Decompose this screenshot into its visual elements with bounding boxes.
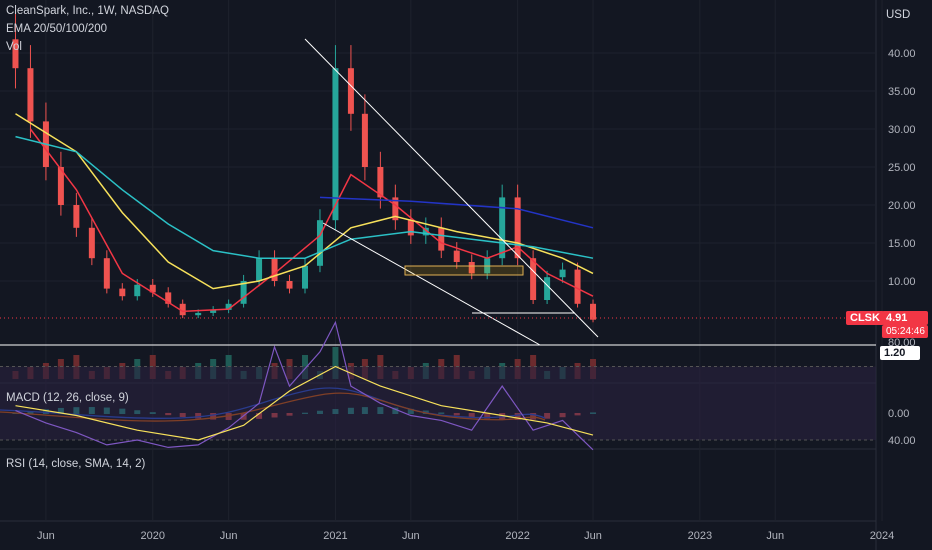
rsi-sma-line (15, 365, 594, 441)
candle-body (210, 309, 217, 313)
candle-body (103, 258, 110, 289)
candle-body (438, 227, 445, 251)
candle-body (73, 205, 80, 228)
candle-body (240, 281, 247, 304)
candle-body (195, 312, 202, 316)
horizontal-line-label: 1.20 (880, 346, 920, 360)
symbol-title[interactable]: CleanSpark, Inc., 1W, NASDAQ (6, 5, 169, 17)
candles (12, 13, 597, 323)
candle-body (301, 265, 308, 289)
candle-body (165, 292, 172, 304)
candle-body (271, 258, 278, 281)
candle-body (514, 197, 521, 259)
time-tick-label: 2023 (688, 530, 712, 542)
ema-line-ema20 (29, 128, 594, 313)
rsi-line (15, 320, 594, 451)
candle-body (119, 288, 126, 297)
bar-countdown: 05:24:46 (882, 325, 928, 338)
time-tick-label: 2022 (505, 530, 529, 542)
macd-tick-label: 0.00 (888, 408, 909, 420)
price-tick-label: 35.00 (888, 86, 916, 98)
ema-legend[interactable]: EMA 20/50/100/200 (6, 23, 108, 35)
candle-body (57, 167, 64, 205)
candle-body (407, 220, 414, 236)
ema-line-ema200 (319, 196, 594, 229)
zone-rectangle (404, 265, 524, 276)
candle-body (225, 303, 232, 310)
rsi-tick-label: 40.00 (888, 435, 916, 447)
time-tick-label: Jun (402, 530, 420, 542)
candle-body (12, 39, 19, 69)
volume-legend[interactable]: Vol (6, 41, 22, 53)
price-tick-label: 20.00 (888, 200, 916, 212)
time-tick-label: Jun (766, 530, 784, 542)
candle-body (422, 227, 429, 236)
candle-body (574, 269, 581, 304)
candle-body (499, 197, 506, 259)
candle-body (27, 68, 34, 122)
price-tick-label: 15.00 (888, 238, 916, 250)
price-tick-label: 30.00 (888, 124, 916, 136)
macd-legend[interactable]: MACD (12, 26, close, 9) (6, 392, 129, 404)
time-tick-label: Jun (37, 530, 55, 542)
candle-body (347, 68, 354, 114)
currency-label[interactable]: USD (886, 9, 911, 21)
volume-bar (332, 347, 339, 379)
candle-body (149, 284, 156, 293)
candle-body (559, 269, 566, 278)
ema-line-ema100 (15, 135, 594, 259)
candle-body (134, 284, 141, 297)
candle-body (332, 68, 339, 221)
rsi-legend[interactable]: RSI (14, close, SMA, 14, 2) (6, 458, 146, 470)
candle-body (377, 167, 384, 198)
candle-body (530, 258, 537, 300)
price-tick-label: 10.00 (888, 276, 916, 288)
candle-body (286, 281, 293, 289)
candle-body (544, 277, 551, 300)
candle-body (468, 262, 475, 274)
candle-body (179, 303, 186, 316)
time-tick-label: Jun (584, 530, 602, 542)
candle-body (256, 258, 263, 281)
time-tick-label: 2020 (141, 530, 165, 542)
candle-body (88, 227, 95, 259)
time-tick-label: 2021 (323, 530, 347, 542)
ticker-badge: CLSK (846, 311, 884, 325)
candle-body (453, 250, 460, 262)
price-tick-label: 40.00 (888, 48, 916, 60)
time-tick-label: Jun (220, 530, 238, 542)
price-tick-label: 25.00 (888, 162, 916, 174)
time-tick-label: 2024 (870, 530, 894, 542)
candle-body (392, 197, 399, 221)
candle-body (590, 303, 597, 320)
rsi-band (0, 366, 876, 440)
candle-body (361, 113, 368, 167)
candle-body (316, 220, 323, 266)
trendline-lower (322, 222, 541, 346)
last-price-badge: 4.91 (882, 311, 928, 325)
trendline-upper (304, 38, 599, 338)
ema-line-ema50 (15, 113, 594, 290)
